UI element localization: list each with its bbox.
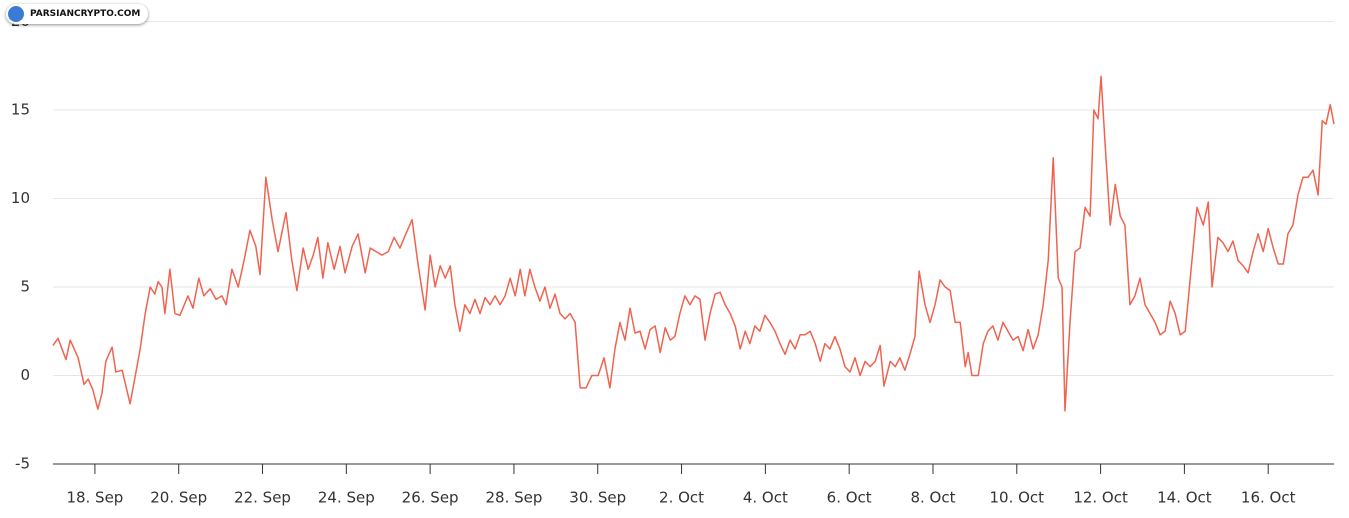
- watermark: PARSIANCRYPTO.COM: [6, 4, 149, 24]
- y-tick-label: 0: [20, 366, 30, 384]
- x-tick-label: 8. Oct: [910, 489, 955, 507]
- y-tick-label: 10: [11, 189, 30, 207]
- x-tick-label: 30. Sep: [569, 489, 626, 507]
- x-tick-label: 24. Sep: [318, 489, 375, 507]
- x-tick-label: 4. Oct: [743, 489, 788, 507]
- x-tick-label: 6. Oct: [827, 489, 872, 507]
- y-tick-label: -5: [15, 455, 30, 473]
- y-tick-label: 15: [11, 101, 30, 119]
- y-tick-label: 5: [20, 278, 30, 296]
- x-tick-label: 10. Oct: [990, 489, 1045, 507]
- x-tick-label: 16. Oct: [1241, 489, 1296, 507]
- x-tick-label: 26. Sep: [402, 489, 459, 507]
- x-tick-label: 22. Sep: [234, 489, 291, 507]
- x-tick-label: 14. Oct: [1157, 489, 1212, 507]
- x-tick-label: 18. Sep: [66, 489, 123, 507]
- x-tick-label: 2. Oct: [659, 489, 704, 507]
- line-series: [52, 75, 1335, 412]
- x-tick-label: 28. Sep: [485, 489, 542, 507]
- x-tick-label: 12. Oct: [1073, 489, 1128, 507]
- x-tick-label: 20. Sep: [150, 489, 207, 507]
